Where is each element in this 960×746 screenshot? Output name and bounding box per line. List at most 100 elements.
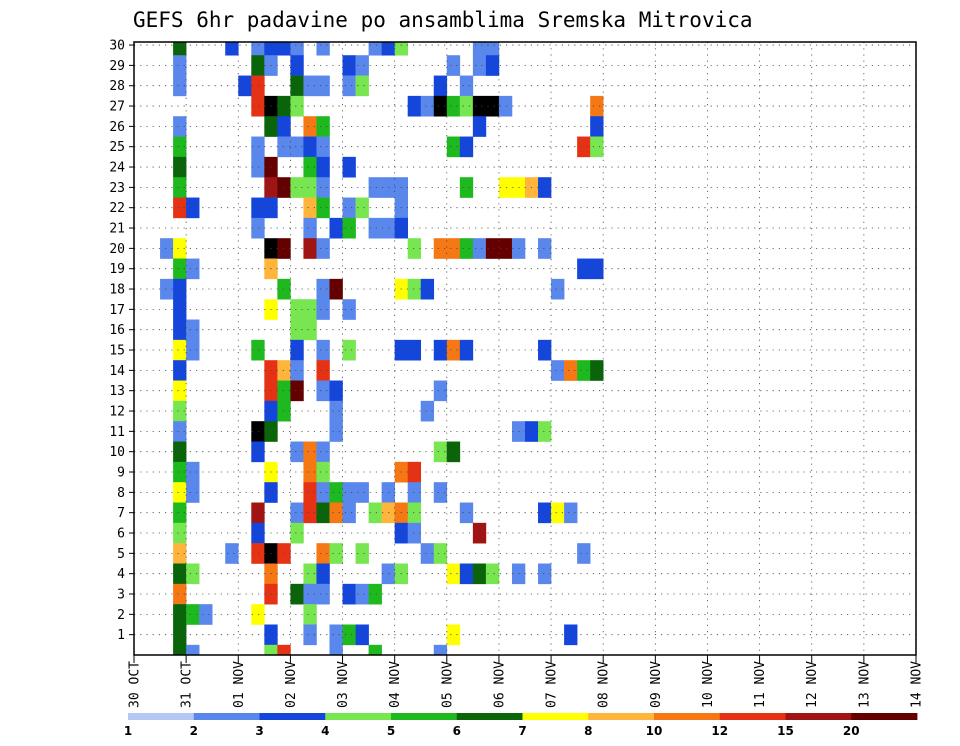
heatmap-cell xyxy=(303,502,317,524)
heatmap-cell xyxy=(316,197,330,219)
heatmap-cell xyxy=(564,502,578,524)
heatmap-cell xyxy=(277,644,291,656)
heatmap-cell xyxy=(342,156,356,178)
heatmap-cell xyxy=(446,441,461,463)
heatmap-cell xyxy=(368,583,382,605)
heatmap-cell xyxy=(342,624,356,646)
heatmap-cell xyxy=(316,583,330,605)
heatmap-cell xyxy=(446,55,461,76)
y-tick-label: 2 xyxy=(117,608,125,623)
heatmap-cell xyxy=(251,421,265,442)
legend-threshold-label: 15 xyxy=(777,724,794,738)
legend-threshold-label: 10 xyxy=(646,724,663,738)
heatmap-cell xyxy=(538,238,552,259)
heatmap-cell xyxy=(186,258,200,280)
heatmap-cell xyxy=(173,421,187,442)
heatmap-cell xyxy=(173,360,187,381)
heatmap-cell xyxy=(303,441,317,463)
heatmap-cell xyxy=(251,156,265,178)
y-tick-label: 11 xyxy=(109,425,125,440)
heatmap-cell xyxy=(277,543,291,564)
y-tick-label: 18 xyxy=(109,283,125,298)
x-tick-label: 04 NOV xyxy=(388,661,403,708)
legend-swatch xyxy=(522,713,589,720)
heatmap-cell xyxy=(485,55,500,76)
heatmap-cell xyxy=(303,238,317,259)
heatmap-cell xyxy=(173,55,187,76)
heatmap-cell xyxy=(290,319,304,341)
heatmap-cell xyxy=(538,339,552,361)
heatmap-cell xyxy=(290,42,304,56)
legend-threshold-label: 2 xyxy=(190,724,198,738)
heatmap-cell xyxy=(329,380,343,402)
heatmap-cell xyxy=(303,604,317,625)
heatmap-cell xyxy=(173,156,187,178)
heatmap-cell xyxy=(173,136,187,158)
y-tick-label: 19 xyxy=(109,262,125,277)
legend-swatch xyxy=(193,713,260,720)
heatmap-cell xyxy=(329,624,343,646)
legend-threshold-label: 7 xyxy=(518,724,526,738)
heatmap-cell xyxy=(290,75,304,97)
heatmap-cell xyxy=(564,360,578,381)
heatmap-cell xyxy=(290,380,304,402)
legend-swatch xyxy=(259,713,326,720)
heatmap-cell xyxy=(186,339,200,361)
heatmap-cell xyxy=(485,238,500,259)
y-tick-label: 29 xyxy=(109,59,125,74)
legend-threshold-label: 12 xyxy=(711,724,728,738)
x-tick-label: 30 OCT xyxy=(128,661,143,708)
y-tick-label: 14 xyxy=(109,364,125,379)
y-tick-label: 16 xyxy=(109,323,125,338)
heatmap-cell xyxy=(173,258,187,280)
heatmap-cell xyxy=(551,278,565,300)
y-tick-label: 20 xyxy=(109,242,125,257)
heatmap-cell xyxy=(472,522,487,544)
heatmap-cell xyxy=(485,42,500,56)
y-tick-label: 22 xyxy=(109,201,125,216)
heatmap-cell xyxy=(368,502,382,524)
heatmap-cell xyxy=(407,339,422,361)
heatmap-cell xyxy=(355,55,369,76)
heatmap-cell xyxy=(538,563,552,585)
heatmap-cell xyxy=(173,177,187,198)
heatmap-cell xyxy=(459,75,474,97)
heatmap-cell xyxy=(251,502,265,524)
heatmap-cell xyxy=(551,502,565,524)
heatmap-cell xyxy=(277,400,291,422)
legend-threshold-label: 8 xyxy=(584,724,592,738)
heatmap-cell xyxy=(173,502,187,524)
heatmap-cell xyxy=(290,136,304,158)
heatmap-cell xyxy=(355,197,369,219)
heatmap-cell xyxy=(342,217,356,239)
y-tick-label: 3 xyxy=(117,588,125,603)
heatmap-cell xyxy=(577,543,591,564)
heatmap-cell xyxy=(316,482,330,503)
heatmap-cell xyxy=(173,238,187,259)
heatmap-cell xyxy=(394,42,408,56)
heatmap-cell xyxy=(329,502,343,524)
heatmap-cell xyxy=(342,75,356,97)
plot-frame xyxy=(133,41,917,656)
y-tick-label: 15 xyxy=(109,344,125,359)
heatmap-cell xyxy=(173,522,187,544)
heatmap-cell xyxy=(420,400,435,422)
y-tick-label: 25 xyxy=(109,140,125,155)
heatmap-cell xyxy=(173,116,187,137)
heatmap-cell xyxy=(329,400,343,422)
chart-title: GEFS 6hr padavine po ansamblima Sremska … xyxy=(133,8,753,32)
heatmap-cell xyxy=(173,400,187,422)
heatmap-cell xyxy=(316,42,330,56)
x-tick-label: 12 NOV xyxy=(805,661,820,708)
heatmap-cells xyxy=(160,42,604,656)
heatmap-cell xyxy=(498,95,513,117)
heatmap-cell xyxy=(303,136,317,158)
heatmap-cell xyxy=(277,95,291,117)
heatmap-cell xyxy=(590,116,604,137)
heatmap-cell xyxy=(590,136,604,158)
legend-threshold-label: 20 xyxy=(843,724,860,738)
heatmap-cell xyxy=(303,197,317,219)
heatmap-cell xyxy=(316,116,330,137)
heatmap-cell xyxy=(316,177,330,198)
heatmap-cell xyxy=(485,563,500,585)
